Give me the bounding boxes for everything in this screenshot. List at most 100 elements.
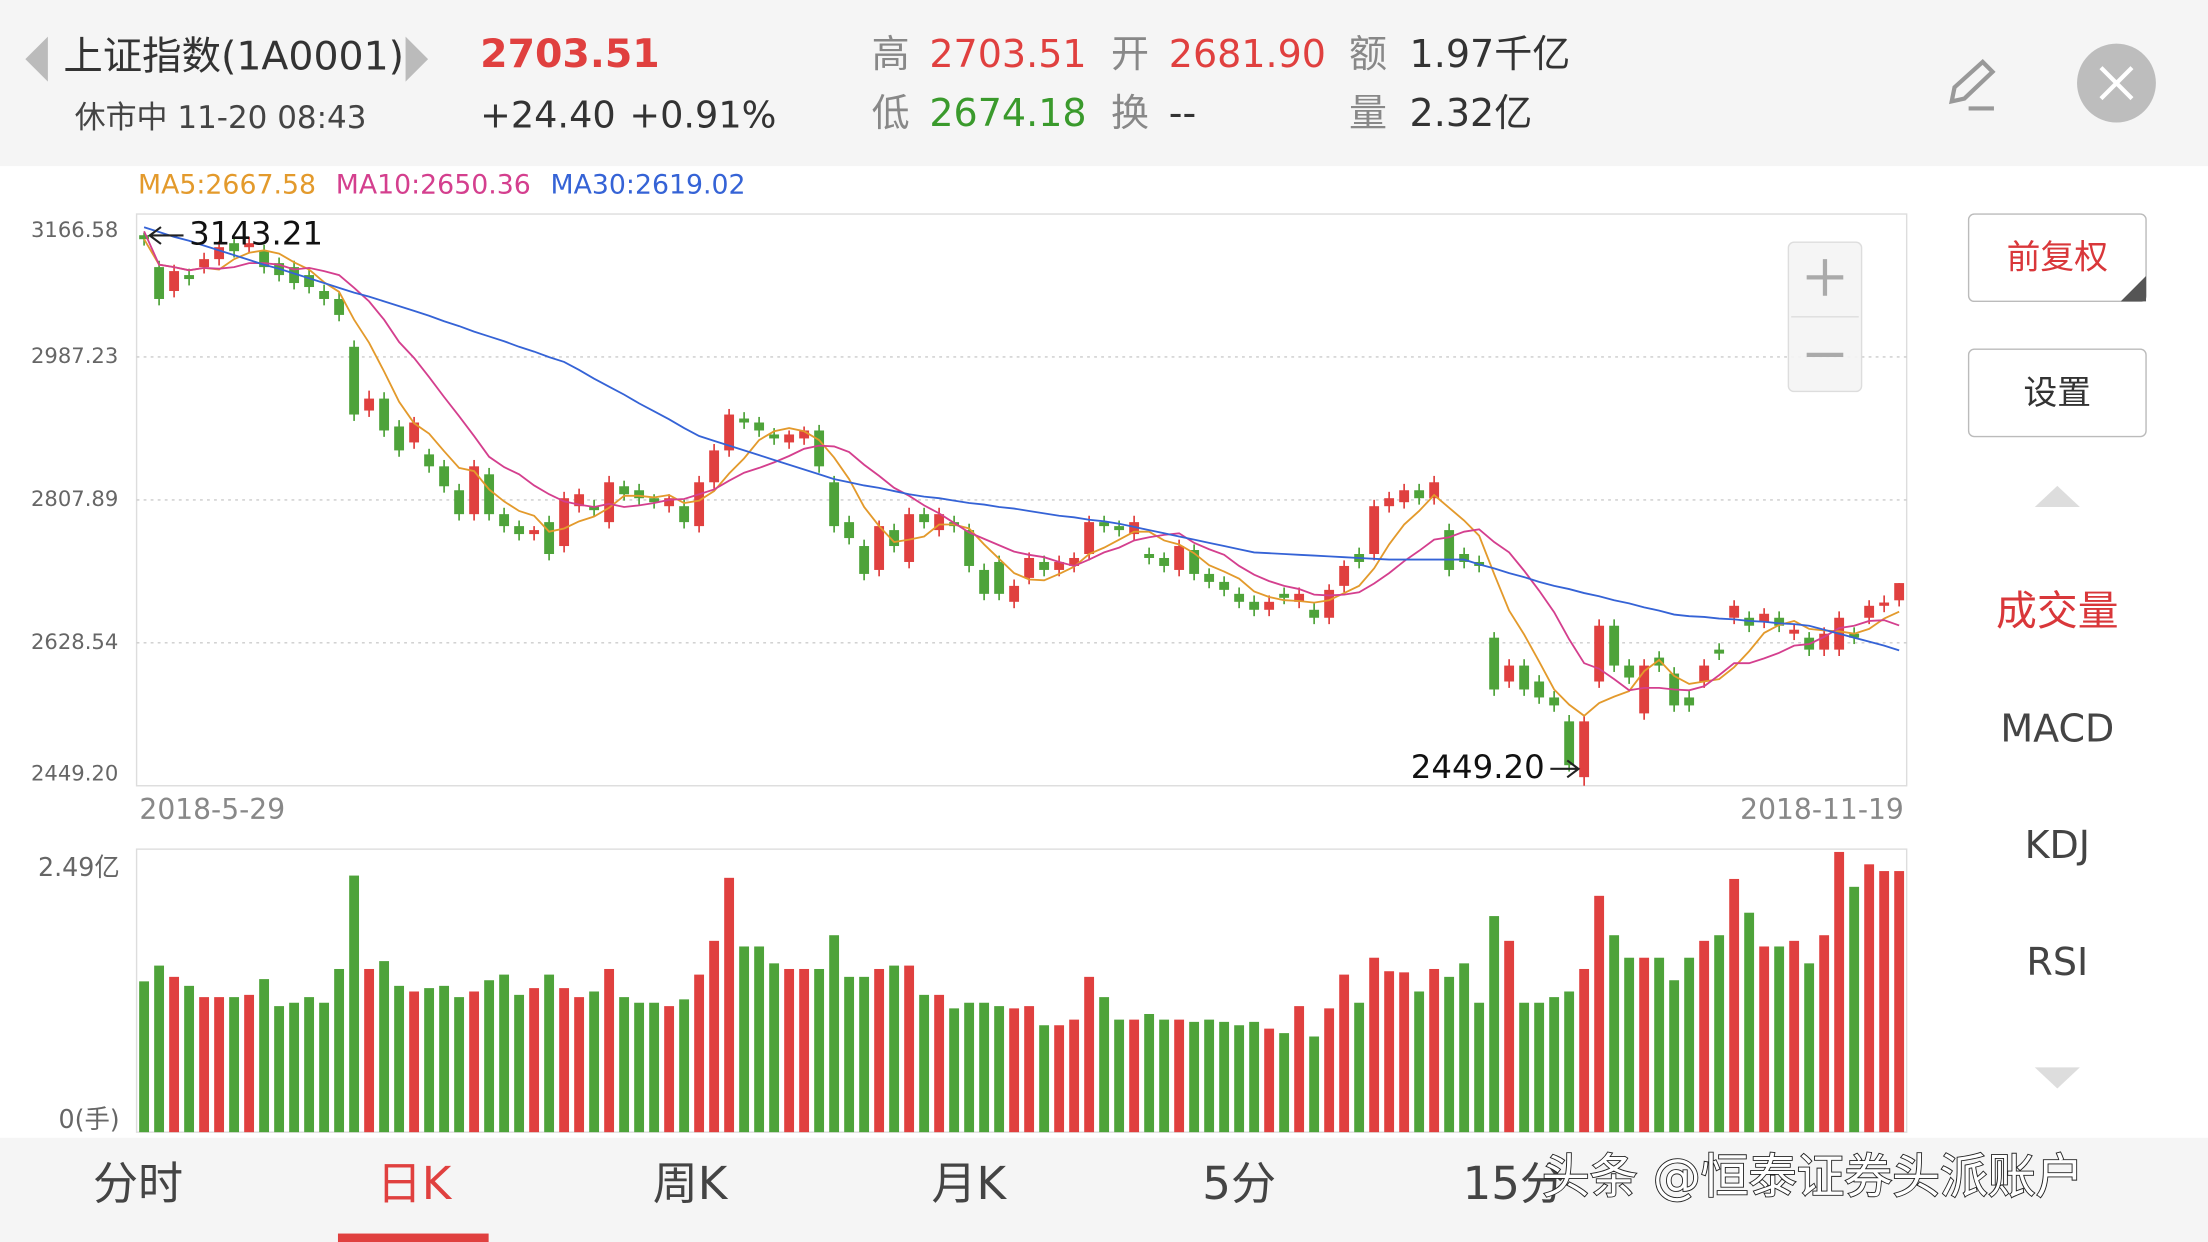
period-tab[interactable]: 日K (377, 1157, 453, 1210)
candle-body (184, 275, 195, 280)
indicator-tab[interactable]: MACD (2000, 706, 2114, 750)
candle-body (514, 526, 525, 535)
candle-body (1759, 613, 1770, 622)
candle-body (139, 235, 150, 240)
volume-bar (484, 980, 495, 1133)
stat-value: 2674.18 (929, 91, 1086, 135)
prev-arrow[interactable] (25, 36, 48, 82)
index-title: 上证指数(1A0001) (63, 34, 404, 80)
candle-body (1789, 629, 1800, 634)
candle-body (439, 466, 450, 487)
volume-bar (469, 991, 480, 1133)
volume-bar (1759, 946, 1770, 1133)
stat-label: 低 (872, 91, 910, 135)
x-tick-label: 2018-11-19 (1740, 793, 1904, 826)
period-tab[interactable]: 周K (653, 1157, 729, 1210)
stat-label: 高 (872, 32, 910, 76)
indicator-tab[interactable]: RSI (2026, 940, 2088, 984)
candle-body (1249, 601, 1260, 610)
adjust-button[interactable]: 前复权 (2007, 238, 2108, 277)
candle-body (1414, 490, 1425, 499)
indicator-tab[interactable]: KDJ (2025, 823, 2090, 867)
candle-body (1459, 554, 1470, 562)
volume-bar (919, 994, 930, 1133)
volume-bar (1099, 997, 1110, 1133)
candle-body (1519, 665, 1530, 690)
button-frame[interactable] (1967, 213, 2147, 303)
volume-bar (784, 968, 795, 1133)
next-arrow[interactable] (405, 36, 429, 82)
candle-body (484, 474, 495, 515)
plot-layer: 3166.58 2987.23 2807.89 2628.54 2449.20 2018-… (31, 169, 1907, 1134)
candle-body (1399, 490, 1410, 503)
candle-body (589, 506, 600, 511)
candle-body (934, 514, 945, 531)
volume-bar (1294, 1006, 1305, 1133)
volume-bar (814, 968, 825, 1133)
period-tab[interactable]: 5分 (1202, 1157, 1276, 1210)
candle-body (1384, 498, 1395, 507)
candle-body (1534, 681, 1545, 698)
edit-icon[interactable] (1949, 59, 1996, 111)
price: 2703.51 (480, 31, 659, 77)
volume-bar (1114, 1019, 1125, 1133)
volume-bar (604, 968, 615, 1133)
candle-body (1279, 593, 1290, 598)
volume-bar (1279, 1033, 1290, 1133)
candle-body (634, 490, 645, 499)
candle-body (919, 514, 930, 523)
volume-frame (135, 848, 1908, 1133)
volume-bar (1204, 1019, 1215, 1133)
candle-body (1579, 721, 1590, 778)
candle-body (784, 434, 795, 443)
volume-bar (829, 935, 840, 1133)
candle-body (1039, 561, 1050, 570)
volume-bar (754, 946, 765, 1133)
scroll-up[interactable] (2034, 485, 2080, 507)
period-tab[interactable]: 月K (932, 1157, 1008, 1210)
volume-bar (709, 940, 720, 1133)
candle-body (199, 259, 210, 268)
zoom-control[interactable] (1787, 241, 1863, 393)
volume-bar (1054, 1025, 1065, 1133)
candle-body (349, 346, 360, 415)
candle-body (1219, 581, 1230, 590)
volume-bar (1609, 935, 1620, 1133)
button-frame[interactable] (1967, 348, 2147, 438)
volume-bar (259, 979, 270, 1133)
close-button[interactable] (2077, 43, 2156, 123)
volume-bar (1534, 1002, 1545, 1133)
candle-body (259, 251, 270, 268)
volume-bar (289, 1002, 300, 1133)
candle-body (169, 271, 180, 292)
volume-bar (1414, 991, 1425, 1133)
volume-bar (1354, 1002, 1365, 1133)
volume-bar (934, 994, 945, 1133)
candle-body (1654, 657, 1665, 666)
candle-body (454, 490, 465, 515)
volume-bar (1579, 968, 1590, 1133)
volume-bar (1834, 851, 1845, 1133)
period-tab[interactable]: 分时 (93, 1157, 183, 1210)
period-tab[interactable]: 15分 (1463, 1157, 1565, 1210)
volume-bar (979, 1002, 990, 1133)
legend-entry: MA5:2667.58 (138, 169, 316, 200)
scroll-down[interactable] (2034, 1067, 2080, 1089)
indicator-tab[interactable]: 成交量 (1996, 587, 2119, 635)
candle-body (1564, 721, 1575, 766)
candle-body (559, 498, 570, 547)
volume-bar (1384, 971, 1395, 1133)
settings-button[interactable]: 设置 (2024, 373, 2092, 412)
volume-bar (1729, 878, 1740, 1133)
volume-bar (1774, 946, 1785, 1133)
candle-body (994, 561, 1005, 594)
volume-bar (1369, 957, 1380, 1133)
legend-entry: MA30:2619.02 (551, 169, 746, 200)
market-status: 休市中 11-20 08:43 (75, 100, 367, 136)
candle-body (1774, 617, 1785, 626)
volume-bar (889, 965, 900, 1133)
ma-line (143, 226, 1900, 652)
volume-bar (589, 991, 600, 1133)
volume-bar (439, 985, 450, 1133)
